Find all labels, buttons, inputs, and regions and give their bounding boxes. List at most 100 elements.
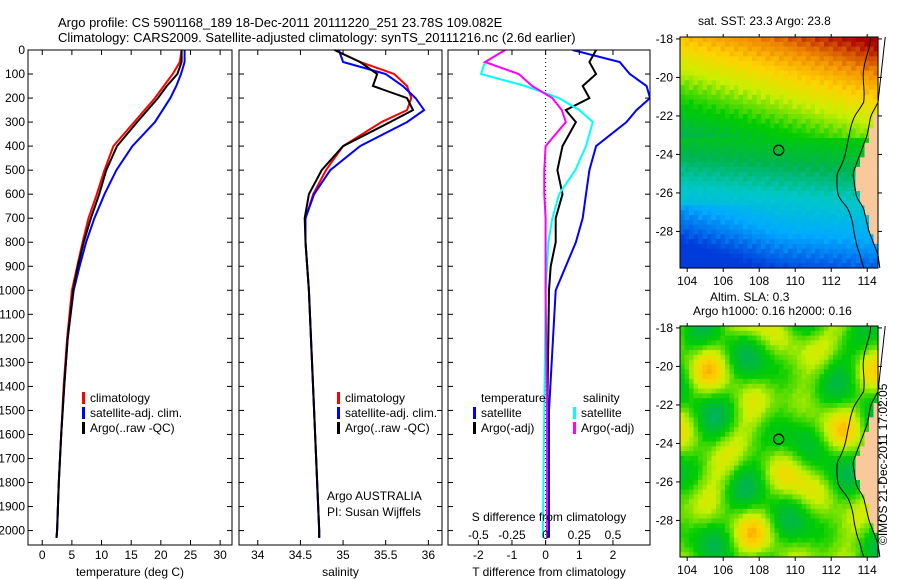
ocean-cell: [693, 494, 699, 500]
ocean-cell: [788, 451, 794, 457]
ocean-cell: [698, 552, 704, 558]
ocean-cell: [680, 65, 686, 72]
lat-tick-label: -22: [656, 398, 674, 412]
ocean-cell: [707, 340, 713, 346]
ocean-cell: [752, 56, 758, 62]
ocean-cell: [855, 330, 861, 337]
ocean-cell: [828, 528, 834, 534]
ocean-cell: [711, 350, 717, 356]
ocean-cell: [761, 248, 767, 255]
ocean-cell: [860, 41, 866, 48]
ocean-cell: [693, 330, 699, 337]
ocean-cell: [689, 243, 695, 250]
ocean-cell: [680, 229, 686, 235]
ocean-cell: [743, 118, 749, 125]
ocean-cell: [707, 441, 713, 447]
ocean-cell: [846, 46, 852, 52]
ocean-cell: [756, 330, 762, 337]
ocean-cell: [783, 142, 789, 149]
ocean-cell: [810, 234, 816, 240]
ocean-cell: [819, 480, 825, 486]
ocean-cell: [770, 480, 776, 486]
ocean-cell: [729, 37, 735, 43]
ocean-cell: [819, 446, 825, 452]
ocean-cell: [797, 388, 803, 394]
ocean-cell: [873, 383, 879, 390]
ocean-cell: [770, 451, 776, 457]
ocean-cell: [797, 383, 803, 390]
ocean-cell: [702, 552, 708, 558]
ocean-cell: [720, 374, 726, 380]
land-cell: [869, 166, 875, 173]
pi-label: PI: Susan Wijffels: [327, 505, 421, 519]
ocean-cell: [833, 532, 839, 539]
ocean-cell: [684, 142, 690, 149]
ocean-cell: [698, 480, 704, 486]
ocean-cell: [770, 123, 776, 129]
ocean-cell: [752, 65, 758, 72]
ocean-cell: [716, 51, 722, 57]
ocean-cell: [810, 253, 816, 259]
ocean-cell: [806, 350, 812, 356]
ocean-cell: [837, 494, 843, 500]
ocean-cell: [761, 345, 767, 351]
ocean-cell: [765, 162, 771, 168]
ocean-cell: [801, 142, 807, 149]
ocean-cell: [806, 37, 812, 43]
land-cell: [873, 407, 879, 414]
ocean-cell: [747, 378, 753, 385]
ocean-cell: [720, 138, 726, 144]
ocean-cell: [864, 85, 870, 91]
ocean-cell: [824, 133, 830, 139]
ocean-cell: [761, 451, 767, 457]
ocean-cell: [801, 494, 807, 500]
ocean-cell: [819, 195, 825, 202]
ocean-cell: [680, 80, 686, 86]
ocean-cell: [756, 480, 762, 486]
ocean-cell: [846, 354, 852, 361]
ocean-cell: [765, 388, 771, 394]
ocean-cell: [824, 393, 830, 399]
ocean-cell: [707, 205, 713, 211]
ocean-cell: [711, 123, 717, 129]
ocean-cell: [743, 412, 749, 418]
ocean-cell: [716, 128, 722, 134]
ocean-cell: [725, 195, 731, 202]
ocean-cell: [747, 374, 753, 380]
ocean-cell: [747, 176, 753, 182]
ocean-cell: [837, 451, 843, 457]
ocean-cell: [743, 427, 749, 433]
ocean-cell: [788, 345, 794, 351]
ocean-cell: [855, 340, 861, 346]
ocean-cell: [774, 205, 780, 211]
ocean-cell: [693, 455, 699, 462]
ocean-cell: [756, 253, 762, 259]
ocean-cell: [738, 191, 744, 197]
ocean-cell: [765, 523, 771, 529]
ocean-cell: [788, 239, 794, 245]
ocean-cell: [779, 195, 785, 202]
ocean-cell: [734, 210, 740, 216]
land-cell: [869, 475, 875, 481]
ocean-cell: [729, 513, 735, 520]
ocean-cell: [765, 489, 771, 495]
ocean-cell: [783, 89, 789, 96]
ocean-cell: [810, 147, 816, 154]
ocean-cell: [819, 215, 825, 221]
ocean-cell: [698, 513, 704, 520]
ocean-cell: [720, 195, 726, 202]
ocean-cell: [747, 369, 753, 375]
ocean-cell: [716, 326, 722, 332]
ocean-cell: [716, 552, 722, 558]
ocean-cell: [716, 403, 722, 409]
ocean-cell: [846, 532, 852, 539]
ocean-cell: [860, 243, 866, 250]
ocean-cell: [851, 446, 857, 452]
ocean-cell: [761, 41, 767, 48]
ocean-cell: [720, 56, 726, 62]
ocean-cell: [693, 446, 699, 452]
ocean-cell: [770, 335, 776, 341]
ocean-cell: [684, 383, 690, 390]
ocean-cell: [774, 378, 780, 385]
